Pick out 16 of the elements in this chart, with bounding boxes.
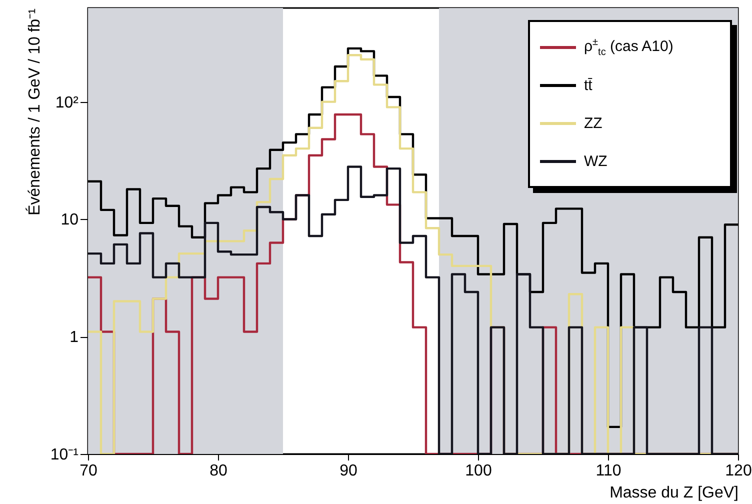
x-tick-label: 120 <box>725 462 752 480</box>
x-tick-label: 110 <box>596 462 622 480</box>
x-tick-label: 70 <box>80 462 98 480</box>
legend-label: WZ <box>584 152 608 170</box>
y-tick-label: 10² <box>55 94 80 112</box>
x-tick-label: 80 <box>210 462 228 480</box>
x-axis-title: Masse du Z [GeV] <box>610 484 738 502</box>
y-tick-label: 10⁻¹ <box>50 446 78 464</box>
legend-label: ZZ <box>584 114 602 132</box>
legend-label: ρ$^{±}$$_{tc}$ (cas A10) <box>584 36 674 58</box>
y-tick-label: 1 <box>70 329 79 346</box>
x-tick-label: 90 <box>340 462 358 480</box>
x-tick-label: 100 <box>465 462 492 480</box>
y-tick-label: 10 <box>60 212 79 229</box>
y-axis-title: Événements / 1 GeV / 10 fb⁻¹ <box>25 8 44 216</box>
legend-label: tt̄ <box>584 76 592 94</box>
